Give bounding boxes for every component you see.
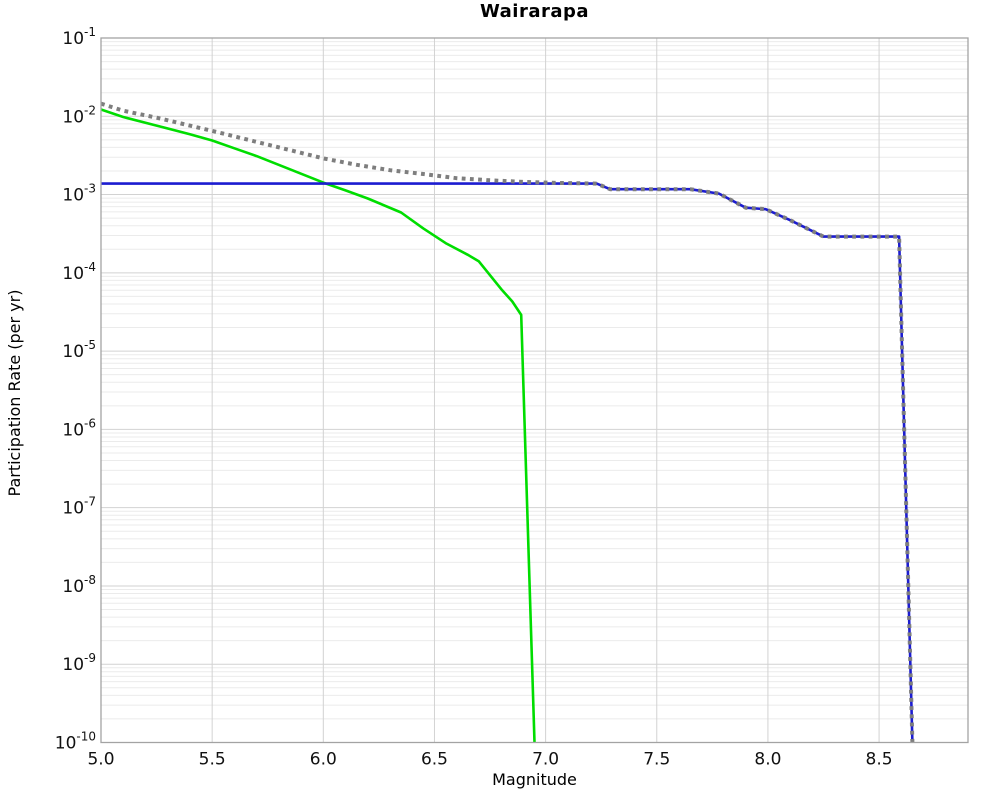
series-green-solid xyxy=(101,108,536,743)
y-tick-label: 10-10 xyxy=(55,730,96,754)
y-axis-label: Participation Rate (per yr) xyxy=(5,289,24,497)
y-tick-label: 10-2 xyxy=(62,103,96,127)
y-tick-label: 10-8 xyxy=(62,573,96,597)
x-tick-label: 5.0 xyxy=(87,750,114,770)
y-tick-label: 10-1 xyxy=(62,25,96,49)
x-tick-label: 8.0 xyxy=(754,750,781,770)
gridlines xyxy=(100,37,968,743)
y-tick-label: 10-5 xyxy=(62,338,96,362)
series-gray-dotted xyxy=(101,101,915,743)
x-tick-label: 8.5 xyxy=(866,750,893,770)
y-tick-label: 10-9 xyxy=(62,651,96,675)
y-tick-label: 10-7 xyxy=(62,495,96,519)
x-tick-label: 7.5 xyxy=(643,750,670,770)
x-tick-labels: 5.0 5.5 6.0 6.5 7.0 7.5 8.0 8.5 xyxy=(87,750,892,770)
series-blue-solid xyxy=(101,182,914,743)
x-tick-label: 6.5 xyxy=(421,750,448,770)
y-tick-label: 10-6 xyxy=(62,416,96,440)
x-tick-label: 7.0 xyxy=(532,750,559,770)
series-group xyxy=(101,101,915,743)
plot-border xyxy=(100,37,969,744)
x-tick-label: 5.5 xyxy=(199,750,226,770)
y-tick-label: 10-4 xyxy=(62,260,96,284)
y-tick-labels: 10-1 10-2 10-3 10-4 10-5 10-6 10-7 10-8 10-9 10-1… xyxy=(55,25,96,754)
x-axis-label: Magnitude xyxy=(492,770,577,789)
y-tick-label: 10-3 xyxy=(62,182,96,206)
x-tick-label: 6.0 xyxy=(310,750,337,770)
chart-title: Wairarapa xyxy=(479,1,590,22)
